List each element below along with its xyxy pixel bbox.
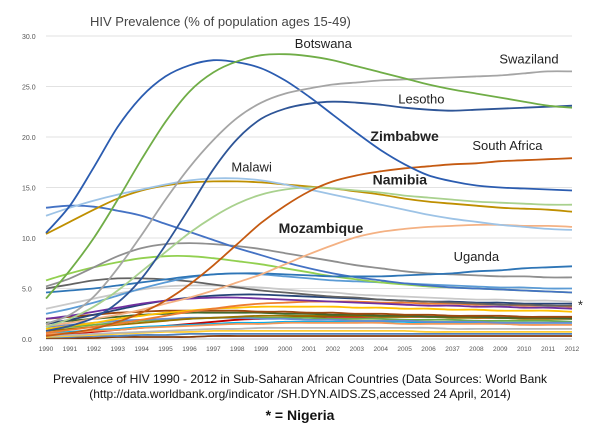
x-tick-label: 2000	[278, 346, 293, 353]
series-line-unlabeled-9	[45, 180, 573, 235]
series-line-zimbabwe	[45, 59, 573, 234]
x-tick-label: 1993	[110, 346, 125, 353]
x-tick-label: 1994	[134, 346, 149, 353]
x-tick-label: 1996	[182, 346, 197, 353]
series-line-unlabeled-24	[45, 321, 572, 335]
series-line-unlabeled-14	[45, 277, 573, 307]
series-line-unlabeled-23	[45, 316, 572, 328]
y-tick-label: 10.0	[22, 236, 36, 243]
series-label-lesotho: Lesotho	[398, 92, 444, 107]
x-tick-label: 2010	[517, 346, 532, 353]
x-tick-label: 2011	[541, 346, 555, 353]
x-tick-label: 1998	[230, 346, 245, 353]
series-line-unlabeled-28	[45, 335, 572, 339]
hiv-prevalence-chart: HIV Prevalence (% of population ages 15-…	[22, 14, 583, 353]
x-axis-ticks: 1990 1991 1992 1993 1994 1995 1996 1997 1998 1999…	[39, 346, 580, 353]
x-tick-label: 2005	[397, 346, 412, 353]
x-tick-label: 2037	[445, 346, 460, 353]
x-tick-label: 2002	[326, 346, 341, 353]
x-tick-label: 2012	[565, 346, 580, 353]
series-line-mozambique	[45, 223, 573, 327]
chart-title: HIV Prevalence (% of population ages 15-…	[90, 14, 351, 29]
y-tick-label: 30.0	[22, 34, 36, 41]
x-tick-label: 1997	[206, 346, 221, 353]
series-line-namibia	[45, 186, 573, 328]
series-label-namibia: Namibia	[373, 171, 428, 187]
x-tick-label: 1991	[63, 346, 78, 353]
series-line-lesotho	[45, 100, 573, 332]
series-line-south-africa	[45, 157, 573, 337]
series-line-botswana	[45, 53, 573, 300]
nigeria-note: * = Nigeria	[265, 407, 335, 423]
series-line-unlabeled-19	[45, 305, 573, 330]
series-label-south-africa: South Africa	[472, 138, 543, 153]
series-line-unlabeled-27	[45, 332, 572, 338]
caption-line-2: (http://data.worldbank.org/indicator /SH…	[89, 387, 511, 401]
x-tick-label: 2006	[421, 346, 436, 353]
series-lines	[45, 53, 573, 339]
series-label-uganda: Uganda	[454, 249, 500, 264]
x-tick-label: 1999	[254, 346, 269, 353]
x-tick-label: 1990	[39, 346, 54, 353]
y-tick-label: 20.0	[22, 135, 36, 142]
y-tick-label: 0.0	[22, 337, 32, 344]
series-line-unlabeled-13	[45, 272, 573, 315]
series-label-malawi: Malawi	[231, 159, 272, 174]
series-line-unlabeled-10	[45, 204, 573, 294]
series-line-unlabeled-26	[45, 329, 572, 338]
x-tick-label: 2001	[302, 346, 317, 353]
series-line-malawi	[45, 177, 573, 231]
x-tick-label: 2003	[350, 346, 365, 353]
x-tick-label: 1995	[158, 346, 173, 353]
y-tick-label: 25.0	[22, 85, 36, 92]
series-label-zimbabwe: Zimbabwe	[370, 128, 439, 144]
x-tick-label: 2009	[493, 346, 508, 353]
x-tick-label: 2004	[373, 346, 388, 353]
x-tick-label: 1992	[87, 346, 102, 353]
series-label-nigeria: *	[578, 298, 583, 313]
series-line-unlabeled-17	[45, 293, 572, 325]
x-tick-label: 2008	[469, 346, 484, 353]
y-tick-label: 15.0	[22, 186, 36, 193]
y-axis-ticks: 0.0 5.0 10.0 15.0 20.0 25.0 30.0	[22, 34, 36, 344]
series-label-swaziland: Swaziland	[499, 51, 558, 66]
series-line-unlabeled-11	[45, 242, 573, 288]
series-label-botswana: Botswana	[295, 36, 353, 51]
series-labels: Botswana Swaziland Lesotho Zimbabwe South Af…	[231, 36, 583, 313]
series-label-mozambique: Mozambique	[279, 220, 364, 236]
series-line-swaziland	[45, 70, 573, 325]
series-line-unlabeled-25	[45, 326, 572, 337]
caption-line-1: Prevalence of HIV 1990 - 2012 in Sub-Sah…	[52, 372, 548, 386]
series-line-unlabeled-16	[45, 296, 573, 320]
series-line-uganda	[45, 265, 573, 294]
y-tick-label: 5.0	[22, 287, 32, 294]
